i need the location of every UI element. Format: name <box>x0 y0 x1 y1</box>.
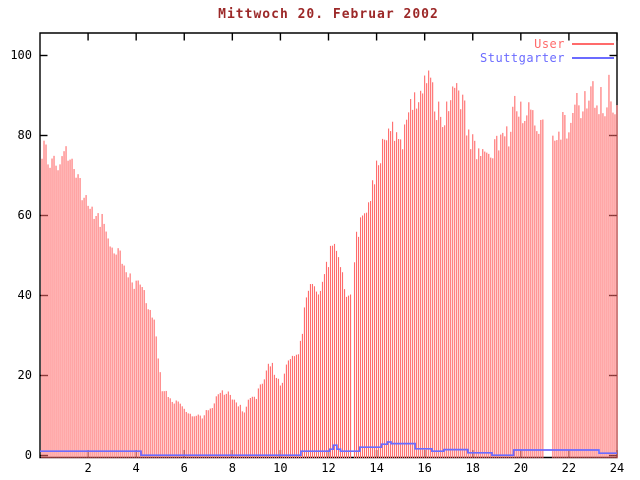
legend-label-stuttgarter: Stuttgarter <box>480 50 565 65</box>
legend-label-user: User <box>534 36 565 51</box>
stuttgarter-line <box>40 441 617 457</box>
y-tick-label: 0 <box>24 448 32 462</box>
x-tick-label: 4 <box>132 461 140 475</box>
chart-title: Mittwoch 20. Februar 2002 <box>218 7 439 22</box>
y-tick-label: 100 <box>10 48 32 62</box>
x-tick-label: 16 <box>417 461 432 475</box>
legend-row-stuttgarter: Stuttgarter <box>480 50 614 65</box>
user-bars <box>41 70 618 459</box>
legend-line-user <box>572 42 614 45</box>
y-tick-label: 80 <box>17 128 32 142</box>
x-tick-label: 24 <box>609 461 625 475</box>
x-tick-label: 20 <box>513 461 529 475</box>
y-tick-label: 60 <box>17 208 32 222</box>
x-tick-label: 12 <box>321 461 336 475</box>
y-tick-label: 40 <box>17 288 32 302</box>
legend: User Stuttgarter <box>480 36 614 65</box>
x-tick-label: 2 <box>84 461 92 475</box>
x-tick-label: 14 <box>369 461 384 475</box>
x-tick-label: 18 <box>465 461 480 475</box>
x-tick-label: 10 <box>273 461 288 475</box>
legend-line-stuttgarter <box>572 56 614 59</box>
x-tick-label: 6 <box>180 461 188 475</box>
legend-row-user: User <box>480 36 614 51</box>
x-tick-label: 8 <box>228 461 236 475</box>
x-tick-label: 22 <box>561 461 577 475</box>
y-tick-label: 20 <box>17 368 32 382</box>
